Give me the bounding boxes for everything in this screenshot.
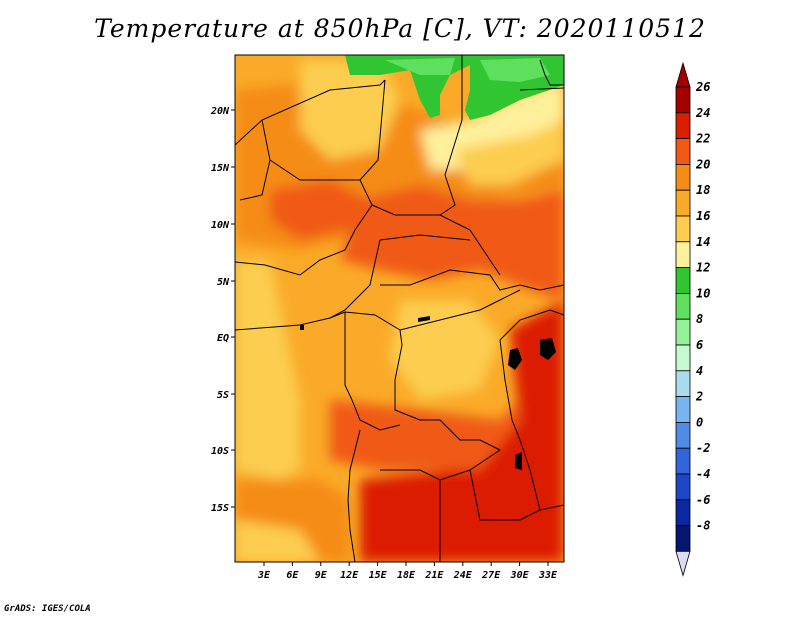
colorbar-label: 4 <box>696 364 703 378</box>
colorbar-swatch <box>675 499 691 526</box>
longitude-axis: 3E 6E 9E 12E 15E 18E 21E 24E 27E 30E 33E <box>257 562 558 581</box>
lat-tick-label: 15S <box>211 503 229 514</box>
colorbar-label: 20 <box>695 157 710 171</box>
lon-tick-label: 9E <box>315 570 328 581</box>
colorbar-label: 22 <box>695 132 710 146</box>
credit-label: GrADS: IGES/COLA <box>4 604 91 614</box>
colorbar-label: -6 <box>696 493 710 507</box>
colorbar-top-triangle <box>675 61 691 88</box>
colorbar-swatch <box>675 138 691 165</box>
colorbar-swatch <box>675 318 691 346</box>
colorbar-label: 16 <box>696 209 710 223</box>
colorbar-swatch <box>675 163 691 191</box>
colorbar-swatch <box>675 241 691 269</box>
colorbar-swatch <box>675 473 691 501</box>
colorbar-label: 24 <box>695 106 710 120</box>
lon-tick-label: 3E <box>257 570 271 581</box>
lon-tick-label: 30E <box>510 570 530 581</box>
colorbar-swatch <box>675 112 691 140</box>
colorbar-swatch <box>675 292 691 320</box>
colorbar-label: 2 <box>695 390 703 404</box>
colorbar-swatch <box>675 215 691 243</box>
lon-tick-label: 24E <box>453 570 473 581</box>
colorbar-swatch <box>675 421 691 449</box>
colorbar-label: 26 <box>695 80 710 94</box>
lon-tick-label: 21E <box>424 570 444 581</box>
colorbar-label: 14 <box>696 235 710 249</box>
latitude-axis: 20N 15N 10N 5N EQ 5S 10S 15S <box>210 106 235 514</box>
lat-tick-label: 5N <box>217 277 230 288</box>
colorbar-swatch <box>675 370 691 397</box>
colorbar-swatch <box>675 86 691 114</box>
colorbar-swatch <box>675 189 691 217</box>
colorbar-label: 6 <box>696 338 703 352</box>
colorbar-label: 10 <box>696 286 710 300</box>
colorbar-label: -4 <box>696 467 710 481</box>
lat-tick-label: 5S <box>217 390 229 401</box>
colorbar-swatch <box>675 447 691 475</box>
lat-tick-label: 10N <box>211 220 230 231</box>
colorbar-label: -8 <box>696 519 710 533</box>
colorbar-label: 0 <box>696 415 703 429</box>
lon-tick-label: 15E <box>369 570 388 581</box>
lon-tick-label: 27E <box>481 570 501 581</box>
lon-tick-label: 12E <box>340 570 359 581</box>
lat-tick-label: EQ <box>217 333 229 344</box>
lon-tick-label: 6E <box>286 570 299 581</box>
lon-tick-label: 33E <box>538 570 558 581</box>
colorbar-bottom-triangle <box>675 551 691 577</box>
colorbar-label: -2 <box>696 441 710 455</box>
colorbar-swatch <box>675 344 691 372</box>
colorbar-label: 12 <box>696 261 710 275</box>
colorbar-swatch <box>675 396 691 423</box>
colorbar-swatch <box>675 267 691 294</box>
map-title: Temperature at 850hPa [C], VT: 202011051… <box>94 14 706 43</box>
colorbar-label: 18 <box>696 183 710 197</box>
lon-tick-label: 18E <box>397 570 416 581</box>
colorbar-swatch <box>675 525 691 552</box>
colorbar-label: 8 <box>696 312 703 326</box>
lat-tick-label: 10S <box>211 446 229 457</box>
lat-tick-label: 15N <box>211 163 230 174</box>
lat-tick-label: 20N <box>210 106 230 117</box>
map-field <box>235 55 564 562</box>
